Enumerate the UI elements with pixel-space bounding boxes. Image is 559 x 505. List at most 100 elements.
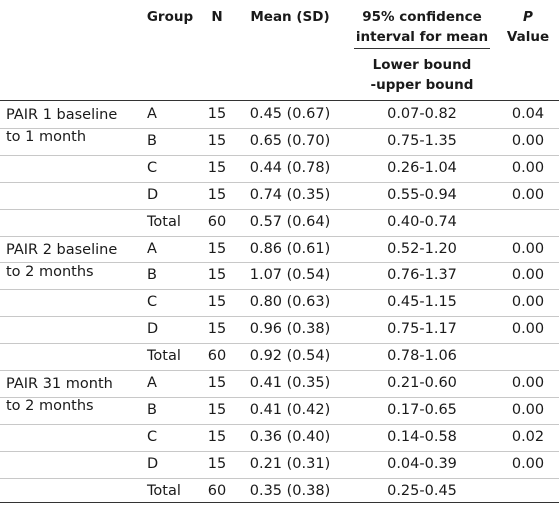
cell-p: 0.00 <box>511 241 545 257</box>
cell-p: 0.04 <box>511 106 545 122</box>
cell-n: 15 <box>207 160 227 176</box>
row-separator <box>0 262 559 263</box>
cell-group: B <box>147 133 157 149</box>
cell-group: D <box>147 187 159 203</box>
cell-ci: 0.14-0.58 <box>387 429 457 445</box>
pair-label-line1: PAIR 2 baseline <box>6 241 118 258</box>
cell-ci: 0.55-0.94 <box>387 187 457 203</box>
cell-group: A <box>147 106 157 122</box>
cell-n: 15 <box>207 294 227 310</box>
header-ci-line2: interval for mean <box>355 29 489 45</box>
header-mean: Mean (SD) <box>250 9 330 25</box>
cell-n: 15 <box>207 267 227 283</box>
cell-group: Total <box>147 348 181 364</box>
pair-label-line2: to 1 month <box>6 129 87 145</box>
cell-n: 60 <box>207 214 227 230</box>
table-row: B 15 0.65 (0.70) 0.75-1.35 0.00 <box>0 128 559 155</box>
cell-ci: 0.75-1.17 <box>387 321 457 337</box>
table-row: Total 60 0.92 (0.54) 0.78-1.06 <box>0 343 559 370</box>
cell-n: 15 <box>207 241 227 257</box>
table-row: B 15 0.41 (0.42) 0.17-0.65 0.00 <box>0 397 559 424</box>
cell-p: 0.00 <box>511 375 545 391</box>
pair-label: PAIR 31 month to 2 months <box>6 373 141 417</box>
cell-ci: 0.25-0.45 <box>387 483 457 499</box>
table-row: D 15 0.21 (0.31) 0.04-0.39 0.00 <box>0 451 559 478</box>
cell-ci: 0.45-1.15 <box>387 294 457 310</box>
row-separator <box>0 397 559 398</box>
cell-n: 15 <box>207 375 227 391</box>
cell-n: 15 <box>207 456 227 472</box>
table-row: A 15 0.45 (0.67) 0.07-0.82 0.04 <box>0 101 559 128</box>
cell-group: D <box>147 456 159 472</box>
table-row: C 15 0.80 (0.63) 0.45-1.15 0.00 <box>0 289 559 316</box>
cell-mean: 0.65 (0.70) <box>249 133 331 149</box>
cell-mean: 0.41 (0.42) <box>249 402 331 418</box>
cell-ci: 0.78-1.06 <box>387 348 457 364</box>
pair-label-line2: to 2 months <box>6 398 94 414</box>
cell-group: A <box>147 375 157 391</box>
cell-group: C <box>147 294 158 310</box>
header-p-line2: Value <box>506 29 550 45</box>
cell-ci: 0.40-0.74 <box>387 214 457 230</box>
cell-mean: 0.57 (0.64) <box>249 214 331 230</box>
cell-p: 0.02 <box>511 429 545 445</box>
cell-p: 0.00 <box>511 187 545 203</box>
cell-mean: 0.96 (0.38) <box>249 321 331 337</box>
cell-ci: 0.21-0.60 <box>387 375 457 391</box>
cell-mean: 1.07 (0.54) <box>249 267 331 283</box>
cell-p: 0.00 <box>511 267 545 283</box>
cell-group: Total <box>147 483 181 499</box>
row-separator <box>0 478 559 479</box>
table-bottom-rule <box>0 502 559 503</box>
header-p-line1: P <box>523 9 533 25</box>
cell-p: 0.00 <box>511 456 545 472</box>
cell-p: 0.00 <box>511 321 545 337</box>
cell-mean: 0.86 (0.61) <box>249 241 331 257</box>
table-row: A 15 0.41 (0.35) 0.21-0.60 0.00 <box>0 370 559 397</box>
cell-ci: 0.04-0.39 <box>387 456 457 472</box>
cell-group: C <box>147 429 158 445</box>
row-separator <box>0 128 559 129</box>
table-row: C 15 0.44 (0.78) 0.26-1.04 0.00 <box>0 155 559 182</box>
cell-n: 15 <box>207 321 227 337</box>
table-row: D 15 0.74 (0.35) 0.55-0.94 0.00 <box>0 182 559 209</box>
cell-mean: 0.44 (0.78) <box>249 160 331 176</box>
table-row: D 15 0.96 (0.38) 0.75-1.17 0.00 <box>0 316 559 343</box>
cell-mean: 0.36 (0.40) <box>249 429 331 445</box>
row-separator <box>0 236 559 237</box>
row-separator <box>0 343 559 344</box>
table-row: Total 60 0.57 (0.64) 0.40-0.74 <box>0 209 559 236</box>
row-separator <box>0 209 559 210</box>
cell-n: 15 <box>207 187 227 203</box>
row-separator <box>0 370 559 371</box>
cell-group: D <box>147 321 159 337</box>
cell-p: 0.00 <box>511 402 545 418</box>
cell-p: 0.00 <box>511 294 545 310</box>
cell-n: 15 <box>207 133 227 149</box>
cell-group: B <box>147 267 157 283</box>
cell-p: 0.00 <box>511 160 545 176</box>
header-n: N <box>211 9 223 25</box>
pair-label: PAIR 1 baseline to 1 month <box>6 104 141 148</box>
cell-group: B <box>147 402 157 418</box>
cell-ci: 0.07-0.82 <box>387 106 457 122</box>
pair-label-line1: PAIR 1 baseline <box>6 107 118 123</box>
cell-n: 15 <box>207 402 227 418</box>
row-separator <box>0 289 559 290</box>
cell-ci: 0.17-0.65 <box>387 402 457 418</box>
cell-group: A <box>147 241 157 257</box>
header-ci-group: 95% confidence interval for mean <box>354 6 490 49</box>
pair-label-line1: PAIR 31 month <box>6 376 113 392</box>
pair-label-line2: to 2 months <box>6 263 94 280</box>
row-separator <box>0 316 559 317</box>
cell-ci: 0.76-1.37 <box>387 267 457 283</box>
cell-n: 15 <box>207 106 227 122</box>
table-header: Group N Mean (SD) 95% confidence interva… <box>0 0 559 101</box>
cell-n: 60 <box>207 348 227 364</box>
row-separator <box>0 182 559 183</box>
cell-mean: 0.80 (0.63) <box>249 294 331 310</box>
cell-mean: 0.74 (0.35) <box>249 187 331 203</box>
header-ci-sub2: -upper bound <box>370 77 474 93</box>
cell-ci: 0.75-1.35 <box>387 133 457 149</box>
